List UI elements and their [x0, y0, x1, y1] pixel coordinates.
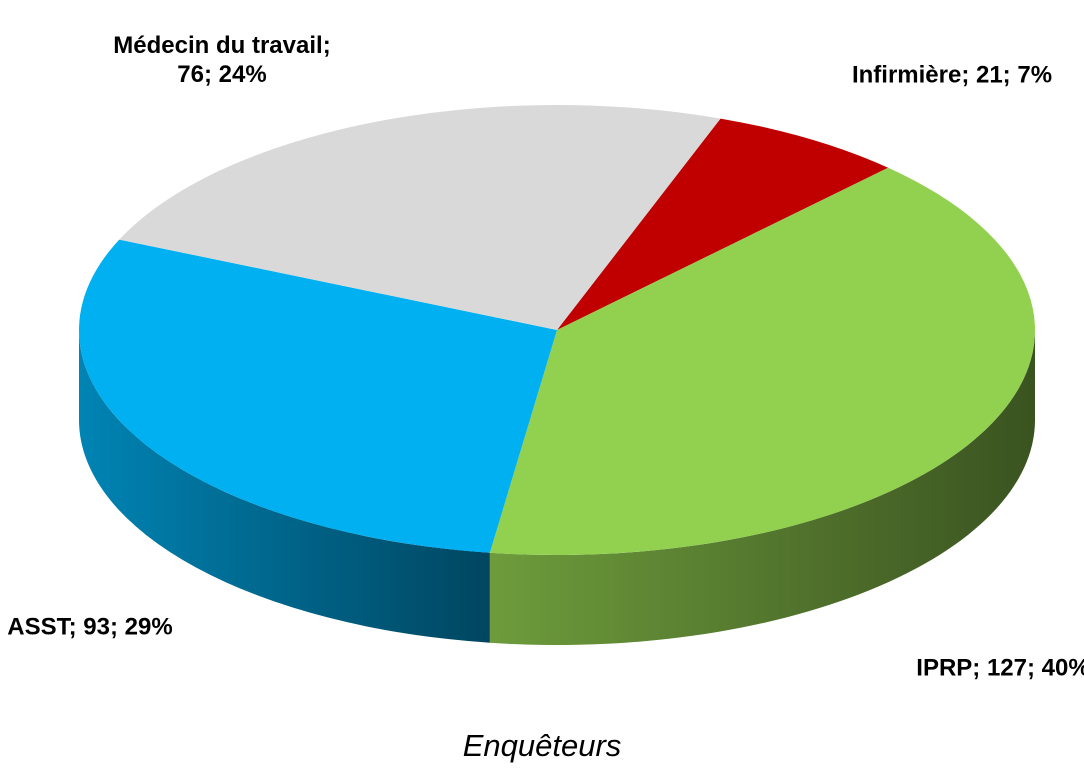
slice: [79, 239, 557, 553]
data-label: Infirmière; 21; 7%: [851, 61, 1053, 89]
chart-title: Enquêteurs: [462, 728, 622, 763]
slice: [489, 167, 1035, 555]
slice: [119, 104, 721, 330]
slice-side: [79, 330, 490, 643]
slice: [557, 118, 889, 331]
data-label: ASST; 93; 29%: [7, 613, 173, 641]
data-label: IPRP; 127; 40%: [916, 654, 1084, 682]
slice-side: [489, 330, 1035, 646]
data-label: Médecin du travail; 76; 24%: [113, 32, 331, 88]
